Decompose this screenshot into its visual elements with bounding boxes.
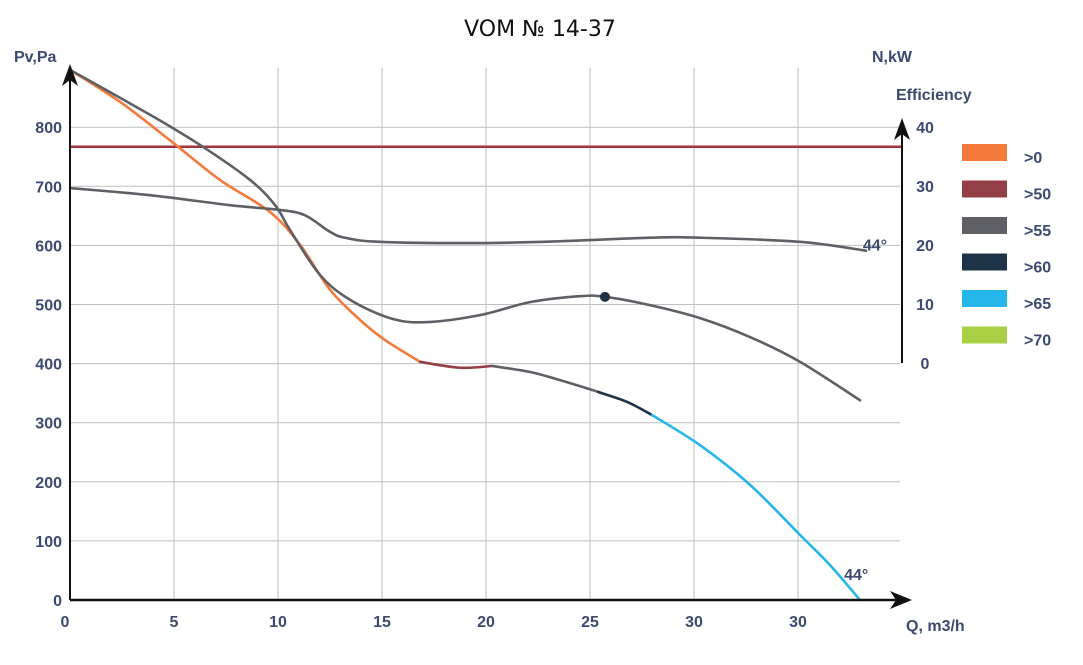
x-tick-label: 5: [170, 614, 179, 631]
y-left-tick-label: 400: [35, 357, 62, 374]
legend-swatch: [962, 180, 1007, 198]
axes: [62, 64, 912, 609]
x-axis-label: Q, m3/h: [906, 618, 965, 635]
y-right-arrow-icon: [894, 118, 910, 140]
annotation-angle: 44°: [844, 567, 868, 584]
x-tick-label: 30: [789, 614, 807, 631]
series-line-4: [650, 413, 862, 602]
y-left-tick-label: 100: [35, 534, 62, 551]
x-tick-label: 10: [269, 614, 287, 631]
y-left-tick-label: 0: [53, 593, 62, 610]
grid: [70, 68, 900, 600]
series-line-6: [68, 186, 868, 253]
x-tick-label: 15: [373, 614, 391, 631]
legend-label: >0: [1024, 150, 1042, 167]
x-tick-label: 20: [477, 614, 495, 631]
y-left-tick-label: 700: [35, 179, 62, 196]
y-right-tick-label: 30: [916, 179, 934, 196]
tick-labels: 0 5 10 15 20 25 30 3001002003004005006007008000…: [35, 120, 934, 631]
series-line-3: [597, 390, 654, 417]
legend-swatch: [962, 217, 1007, 234]
x-tick-label: 25: [581, 614, 599, 631]
y-right-tick-label: 20: [916, 238, 934, 255]
y-right-top-axis-label: N,kW: [872, 49, 913, 66]
y-left-tick-label: 200: [35, 475, 62, 492]
curve-marker: [599, 291, 610, 302]
chart-title: VOM № 14-37: [464, 17, 616, 42]
legend-swatch: [962, 253, 1007, 271]
y-right-tick-label: 10: [916, 297, 934, 314]
annotation-angle: 44°: [863, 237, 887, 254]
legend-swatch: [962, 290, 1007, 307]
legend-label: >55: [1024, 223, 1051, 240]
series-group: 44° 44°: [68, 68, 902, 602]
legend-swatch: [962, 144, 1007, 161]
legend-label: >50: [1024, 187, 1051, 204]
legend-label: >60: [1024, 260, 1051, 277]
series-line-2: [490, 364, 600, 394]
y-left-tick-label: 800: [35, 120, 62, 137]
x-axis-arrow-icon: [890, 591, 912, 609]
series-line-0: [68, 68, 422, 364]
legend-label: >65: [1024, 296, 1051, 313]
y-left-tick-label: 500: [35, 298, 62, 315]
y-left-tick-label: 600: [35, 238, 62, 255]
series-line-5: [68, 68, 862, 402]
y-left-arrow-icon: [62, 64, 78, 86]
legend-swatch: [962, 326, 1007, 344]
y-right-tick-label: 40: [916, 120, 934, 137]
y-right-tick-label: 0: [921, 356, 930, 373]
legend: >0 >50 >55 >60 >65 >70: [962, 144, 1051, 350]
series-line-1: [418, 360, 494, 370]
y-right-axis-label: Efficiency: [896, 87, 972, 104]
y-left-tick-label: 300: [35, 416, 62, 433]
legend-label: >70: [1024, 333, 1051, 350]
x-tick-label: 30: [685, 614, 703, 631]
x-tick-label: 0: [61, 614, 70, 631]
y-left-axis-label: Pv,Pa: [14, 49, 57, 66]
